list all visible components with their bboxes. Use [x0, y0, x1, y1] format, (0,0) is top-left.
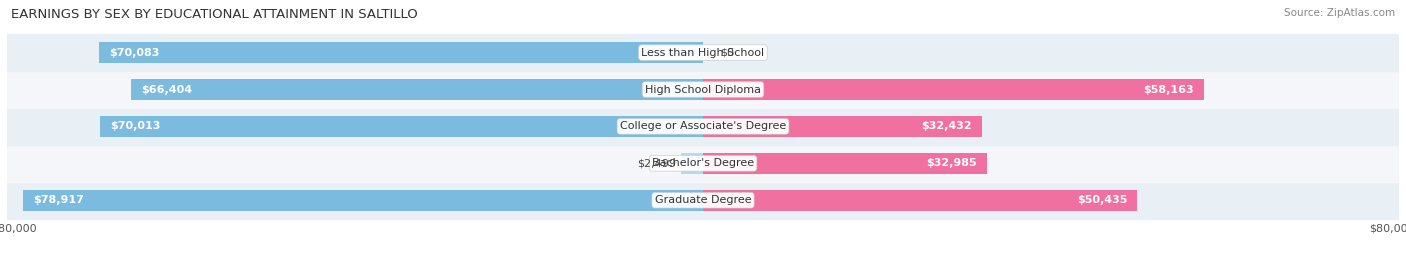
Text: $78,917: $78,917 — [34, 195, 84, 205]
Text: Less than High School: Less than High School — [641, 48, 765, 58]
Text: $58,163: $58,163 — [1143, 84, 1194, 94]
Text: $50,435: $50,435 — [1077, 195, 1128, 205]
Text: $66,404: $66,404 — [142, 84, 193, 94]
Text: $0: $0 — [720, 48, 734, 58]
Text: College or Associate's Degree: College or Associate's Degree — [620, 121, 786, 132]
Bar — [100, 42, 703, 63]
Text: $32,432: $32,432 — [921, 121, 972, 132]
Bar — [703, 153, 987, 174]
Bar — [100, 116, 703, 137]
Text: EARNINGS BY SEX BY EDUCATIONAL ATTAINMENT IN SALTILLO: EARNINGS BY SEX BY EDUCATIONAL ATTAINMEN… — [11, 8, 418, 21]
Bar — [682, 153, 703, 174]
Text: $70,083: $70,083 — [110, 48, 160, 58]
Bar — [7, 71, 1399, 108]
Bar — [7, 182, 1399, 219]
Text: $2,499: $2,499 — [637, 158, 676, 168]
Bar — [131, 79, 703, 100]
Legend: Male, Female: Male, Female — [647, 267, 759, 269]
Bar — [7, 108, 1399, 145]
Text: Bachelor's Degree: Bachelor's Degree — [652, 158, 754, 168]
Bar — [7, 145, 1399, 182]
Bar — [703, 79, 1204, 100]
Text: High School Diploma: High School Diploma — [645, 84, 761, 94]
Text: Graduate Degree: Graduate Degree — [655, 195, 751, 205]
Text: Source: ZipAtlas.com: Source: ZipAtlas.com — [1284, 8, 1395, 18]
Text: $70,013: $70,013 — [110, 121, 160, 132]
Text: $32,985: $32,985 — [927, 158, 977, 168]
Bar — [703, 190, 1137, 211]
Bar — [682, 153, 703, 174]
Bar — [24, 190, 703, 211]
Bar — [7, 34, 1399, 71]
Bar — [703, 116, 983, 137]
